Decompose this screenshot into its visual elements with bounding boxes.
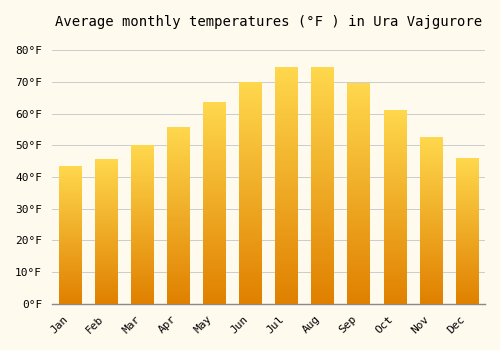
Title: Average monthly temperatures (°F ) in Ura Vajgurore: Average monthly temperatures (°F ) in Ur… [55, 15, 482, 29]
